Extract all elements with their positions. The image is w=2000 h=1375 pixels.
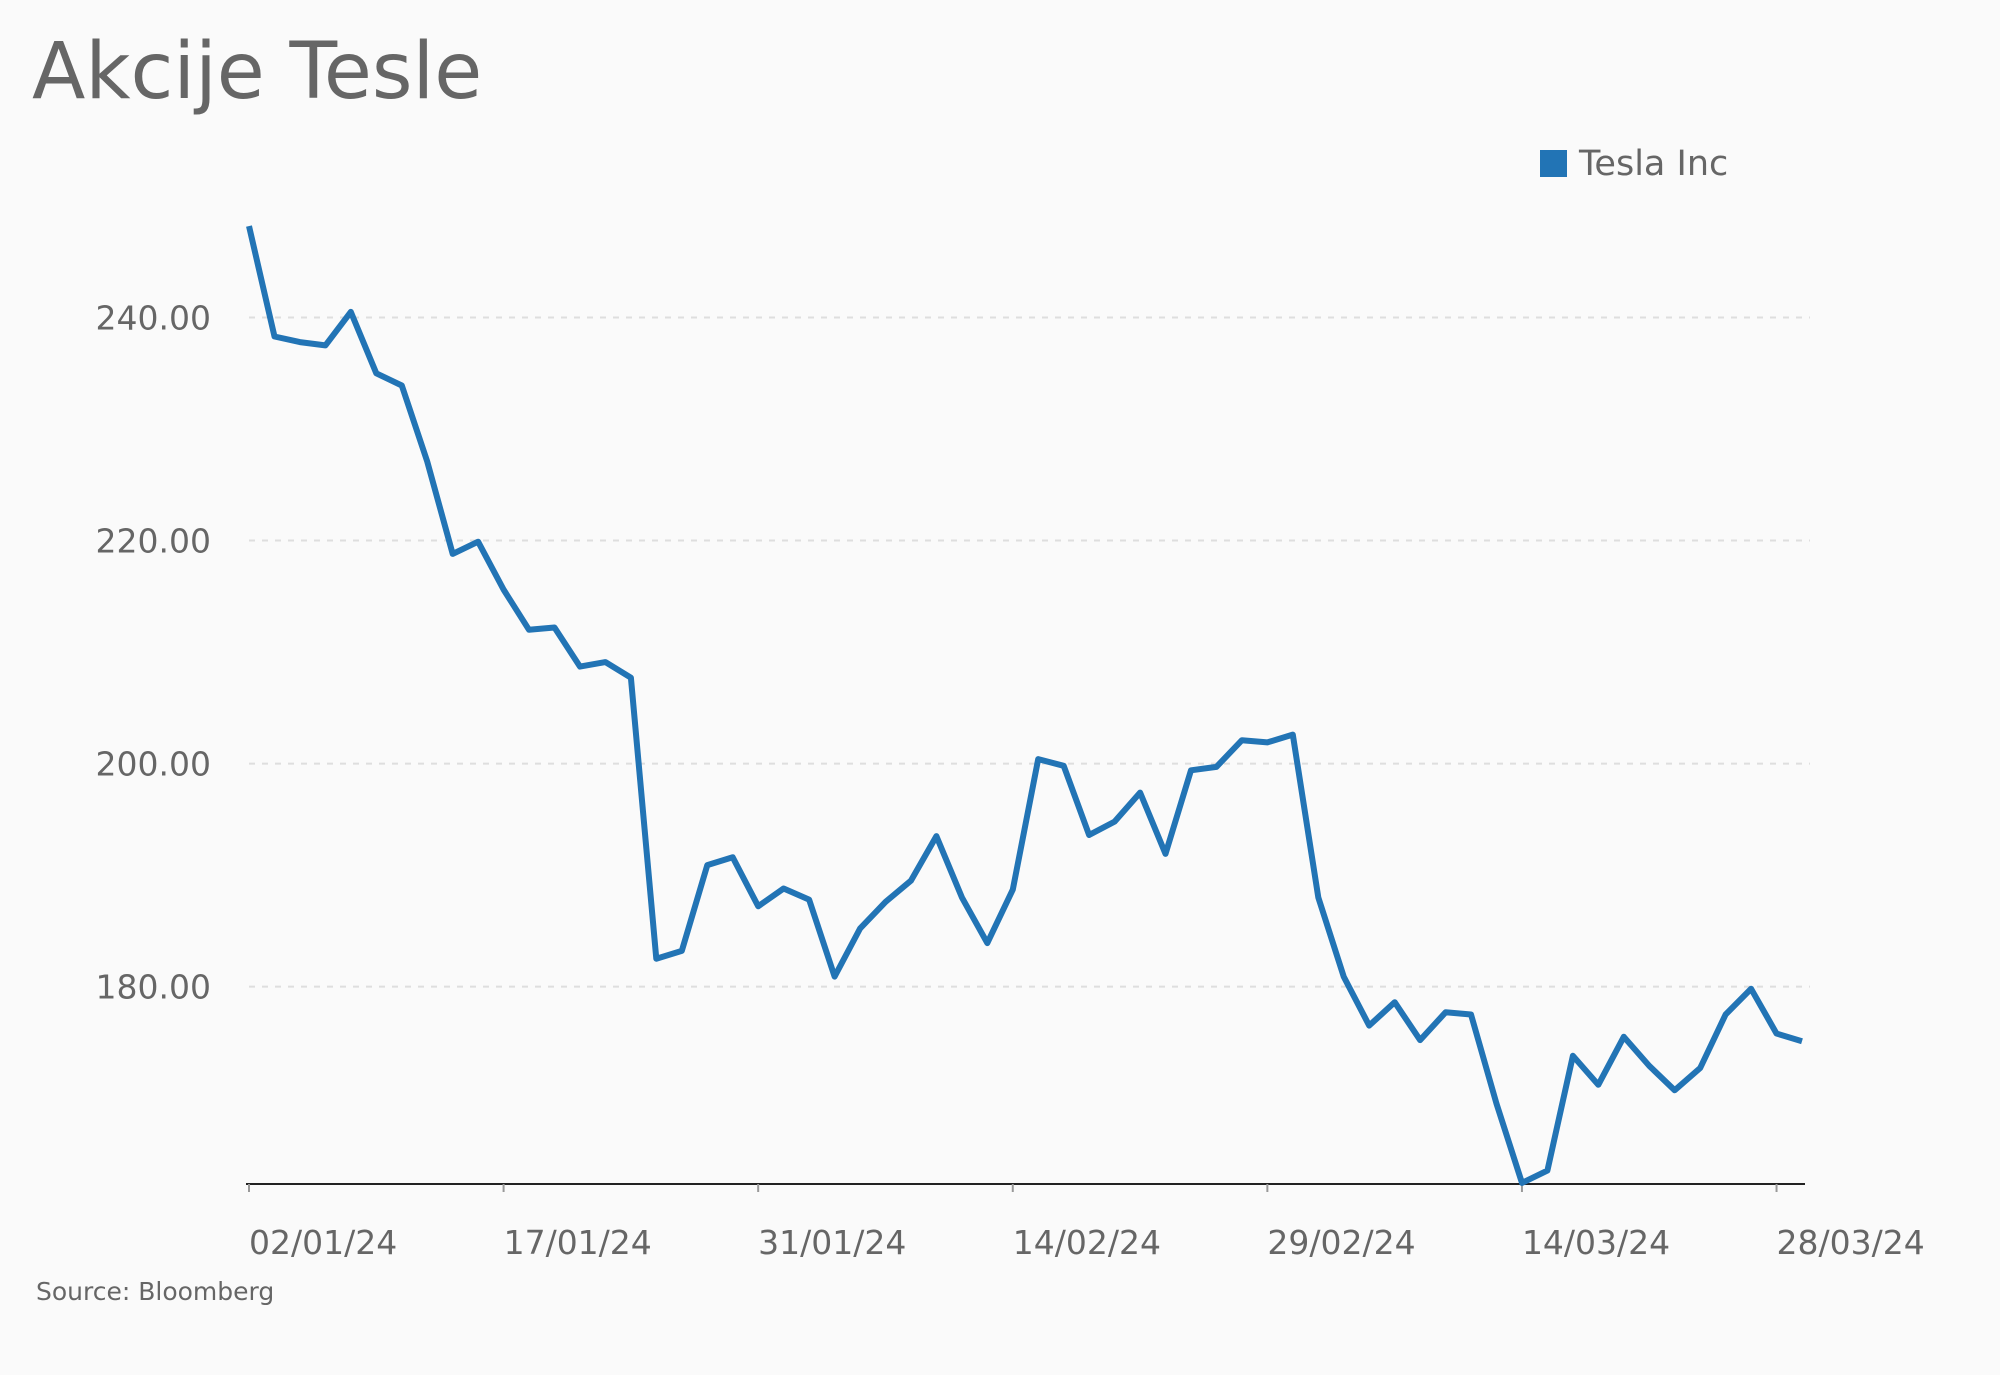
x-tick-label: 29/02/24 bbox=[1267, 1223, 1415, 1262]
legend-swatch bbox=[1540, 150, 1567, 177]
x-tick-label: 31/01/24 bbox=[758, 1223, 906, 1262]
source: Source: Bloomberg bbox=[36, 1277, 274, 1306]
x-tick-label: 02/01/24 bbox=[249, 1223, 397, 1262]
legend-label: Tesla Inc bbox=[1578, 144, 1728, 184]
x-tick-label: 28/03/24 bbox=[1777, 1223, 1925, 1262]
line bbox=[246, 225, 1803, 1186]
y-tick-label: 240.00 bbox=[96, 299, 211, 338]
chart-title: Akcije Tesle bbox=[32, 27, 482, 117]
y-tick-label: 220.00 bbox=[96, 522, 211, 561]
x-tick-label: 14/02/24 bbox=[1013, 1223, 1161, 1262]
y-tick-label: 200.00 bbox=[96, 745, 211, 784]
y-tick-label: 180.00 bbox=[96, 968, 211, 1007]
x-tick-label: 17/01/24 bbox=[504, 1223, 652, 1262]
x-tick-label: 14/03/24 bbox=[1522, 1223, 1670, 1262]
